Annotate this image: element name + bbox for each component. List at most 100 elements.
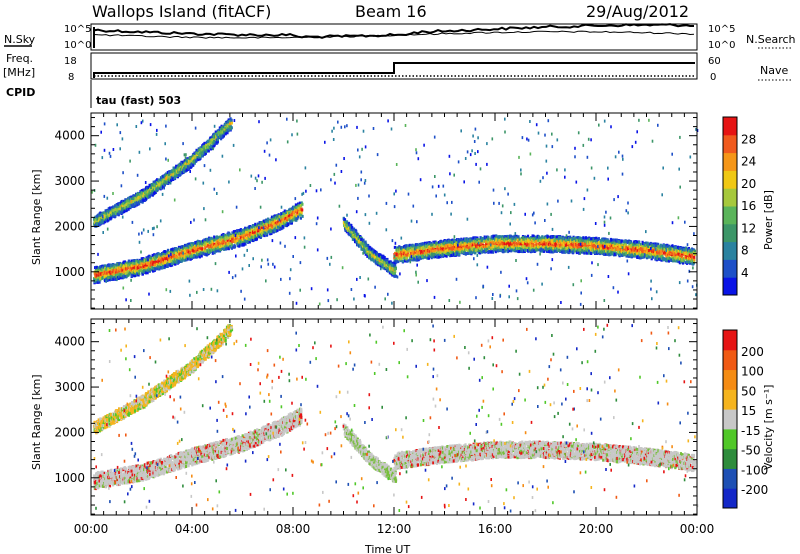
heatmap-cell bbox=[145, 259, 148, 263]
heatmap-cell bbox=[438, 250, 441, 254]
heatmap-cell bbox=[148, 263, 151, 267]
heatmap-cell bbox=[299, 216, 302, 220]
heatmap-cell bbox=[445, 254, 448, 258]
heatmap-cell bbox=[624, 243, 627, 247]
heatmap-cell bbox=[112, 273, 116, 277]
heatmap-cell bbox=[253, 233, 256, 236]
heatmap-cell bbox=[156, 262, 159, 266]
heatmap-cell bbox=[502, 250, 505, 254]
heatmap-cell bbox=[204, 247, 207, 251]
heatmap-cell bbox=[181, 257, 185, 260]
heatmap-cell bbox=[177, 259, 180, 263]
heatmap-cell bbox=[172, 248, 175, 252]
heatmap-cell bbox=[188, 253, 191, 257]
heatmap-cell bbox=[160, 259, 163, 262]
heatmap-cell bbox=[235, 239, 238, 243]
heatmap-cell bbox=[421, 246, 424, 250]
heatmap-cell bbox=[133, 271, 136, 275]
heatmap-cell bbox=[463, 251, 466, 255]
heatmap-cell bbox=[143, 259, 147, 263]
heatmap-cell bbox=[638, 241, 641, 244]
heatmap-cell bbox=[289, 221, 292, 225]
heatmap-cell bbox=[440, 240, 443, 244]
heatmap-cell bbox=[416, 250, 420, 254]
heatmap-cell bbox=[209, 245, 213, 249]
heatmap-cell bbox=[628, 240, 631, 244]
heatmap-cell bbox=[158, 262, 161, 266]
heatmap-cell bbox=[97, 273, 100, 277]
heatmap-cell bbox=[113, 271, 116, 275]
heatmap-cell bbox=[446, 241, 449, 245]
heatmap-cell bbox=[201, 243, 204, 247]
heatmap-cell bbox=[227, 247, 230, 251]
heatmap-cell bbox=[448, 247, 451, 250]
heatmap-cell bbox=[474, 242, 477, 246]
heatmap-cell bbox=[153, 253, 156, 257]
heatmap-cell bbox=[200, 254, 203, 258]
heatmap-cell bbox=[284, 220, 287, 224]
heatmap-cell bbox=[256, 222, 259, 226]
heatmap-cell bbox=[202, 252, 205, 256]
heatmap-cell bbox=[418, 251, 422, 255]
heatmap-cell bbox=[136, 266, 140, 270]
heatmap-cell bbox=[453, 243, 457, 246]
heatmap-cell bbox=[241, 228, 244, 232]
heatmap-cell bbox=[630, 253, 633, 257]
heatmap-cell bbox=[261, 232, 264, 235]
heatmap-cell bbox=[185, 246, 188, 250]
heatmap-cell bbox=[241, 240, 244, 244]
heatmap-cell bbox=[265, 220, 268, 224]
heatmap-cell bbox=[457, 247, 460, 251]
heatmap-cell bbox=[409, 248, 412, 252]
heatmap-cell bbox=[226, 236, 229, 240]
nsearch-label: N.Search bbox=[746, 33, 796, 46]
heatmap-cell bbox=[430, 256, 433, 260]
heatmap-cell bbox=[468, 243, 472, 247]
heatmap-cell bbox=[225, 246, 228, 250]
heatmap-cell bbox=[398, 246, 401, 250]
heatmap-cell bbox=[195, 244, 198, 248]
heatmap-cell bbox=[286, 218, 289, 222]
heatmap-cell bbox=[265, 227, 269, 231]
heatmap-cell bbox=[106, 278, 109, 282]
heatmap-cell bbox=[434, 255, 437, 259]
cpid-panel: CPID tau (fast) 503 bbox=[6, 80, 181, 108]
heatmap-cell bbox=[98, 270, 101, 274]
heatmap-cell bbox=[284, 221, 287, 225]
heatmap-cell bbox=[203, 248, 206, 252]
heatmap-cell bbox=[117, 268, 120, 272]
heatmap-cell bbox=[443, 253, 446, 256]
heatmap-cell bbox=[467, 239, 470, 243]
heatmap-cell bbox=[254, 230, 257, 234]
heatmap-cell bbox=[249, 233, 252, 236]
heatmap-cell bbox=[141, 257, 144, 261]
heatmap-cell bbox=[199, 242, 202, 245]
heatmap-cell bbox=[112, 270, 115, 274]
heatmap-cell bbox=[270, 215, 274, 219]
heatmap-cell bbox=[228, 241, 232, 245]
freq-tick-top: 18 bbox=[64, 56, 77, 67]
heatmap-cell bbox=[469, 244, 472, 248]
heatmap-cell bbox=[220, 244, 224, 248]
heatmap-cell bbox=[257, 233, 260, 237]
heatmap-cell bbox=[140, 259, 143, 263]
heatmap-cell bbox=[178, 250, 181, 253]
heatmap-cell bbox=[268, 230, 271, 234]
heatmap-cell bbox=[428, 254, 431, 258]
heatmap-cell bbox=[259, 227, 262, 231]
heatmap-cell bbox=[464, 237, 467, 241]
heatmap-cell bbox=[406, 252, 409, 256]
heatmap-cell bbox=[269, 223, 273, 227]
heatmap-cell bbox=[204, 249, 207, 253]
heatmap-cell bbox=[263, 219, 266, 223]
heatmap-cell bbox=[133, 261, 136, 265]
heatmap-cell bbox=[458, 250, 461, 254]
heatmap-cell bbox=[181, 250, 184, 254]
heatmap-cell bbox=[121, 268, 124, 272]
heatmap-cell bbox=[112, 269, 115, 272]
heatmap-cell bbox=[418, 249, 422, 253]
heatmap-cell bbox=[244, 239, 248, 243]
heatmap-cell bbox=[158, 265, 161, 269]
heatmap-cell bbox=[404, 248, 407, 252]
heatmap-cell bbox=[252, 231, 255, 235]
